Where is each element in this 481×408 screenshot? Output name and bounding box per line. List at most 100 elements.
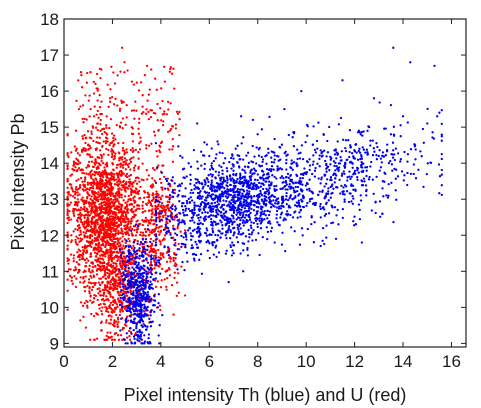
u-point [153,267,156,270]
u-point [94,237,98,241]
th-point [266,237,269,241]
th-point [329,185,332,189]
th-point [363,180,366,183]
u-point [124,174,127,177]
th-point [271,174,274,177]
th-point [180,245,183,249]
u-point [74,149,78,152]
u-point [138,207,141,210]
u-point [92,275,96,278]
th-point [370,209,373,212]
th-point [205,176,208,180]
th-point [221,172,224,176]
th-point [241,214,245,217]
th-point [287,185,291,188]
th-point [246,185,249,188]
th-point [149,266,152,270]
th-point [356,158,360,161]
th-point [287,204,291,207]
u-point [88,291,91,295]
u-point [85,229,88,233]
th-point [199,202,203,205]
th-point [345,185,348,188]
th-point [301,234,304,237]
th-point [202,208,206,211]
u-point [102,140,105,143]
u-point [156,102,159,106]
u-point [135,109,138,112]
th-point [228,217,231,220]
th-point [256,210,259,213]
th-point [258,219,261,222]
u-point [88,264,91,268]
th-point [214,205,217,208]
u-point [112,261,115,265]
u-point [108,143,111,147]
th-point [242,190,246,193]
th-point [120,294,124,297]
u-point [165,220,168,223]
th-point [216,239,219,242]
th-point [126,287,129,290]
u-point [104,197,108,201]
u-point [135,81,138,84]
th-point [209,195,213,198]
th-point [255,201,258,204]
th-point [253,178,257,181]
th-point [334,177,337,180]
u-point [99,163,102,167]
th-point [189,219,192,223]
u-point [122,262,125,265]
u-point [132,196,135,200]
u-point [121,230,124,233]
th-point [145,270,148,273]
th-point [131,273,134,276]
u-point [98,142,101,145]
u-point [146,253,149,256]
u-point [136,207,139,210]
u-point [124,123,127,127]
u-point [105,163,109,167]
u-point [110,95,114,99]
u-point [124,201,127,205]
u-point [71,282,74,285]
th-point [169,233,172,236]
u-point [122,141,125,145]
th-point [339,116,343,120]
th-point [285,158,288,162]
u-point [118,107,122,110]
th-point [340,150,343,153]
u-point [124,168,127,171]
u-point [98,106,102,109]
u-point [112,257,115,260]
th-point [393,153,396,156]
th-point [390,163,394,166]
th-point [287,133,290,137]
u-point [81,104,85,107]
th-point [351,166,354,169]
u-point [110,272,113,275]
u-point [107,105,110,108]
u-point [99,294,102,297]
th-point [229,201,232,205]
u-point [131,190,134,193]
u-point [161,164,164,167]
u-point [139,185,142,189]
th-point [318,154,321,157]
th-point [131,305,135,308]
u-point [83,234,86,237]
u-point [99,129,102,132]
th-point [210,217,213,221]
u-point [67,268,71,271]
u-point [96,263,100,267]
th-point [229,156,233,160]
u-point [124,256,127,259]
th-point [188,227,191,230]
u-point [134,187,138,190]
th-point [431,131,434,134]
th-point [426,162,429,165]
u-point [119,209,122,213]
th-point [354,188,357,191]
th-point [204,181,207,184]
th-point [206,249,209,252]
